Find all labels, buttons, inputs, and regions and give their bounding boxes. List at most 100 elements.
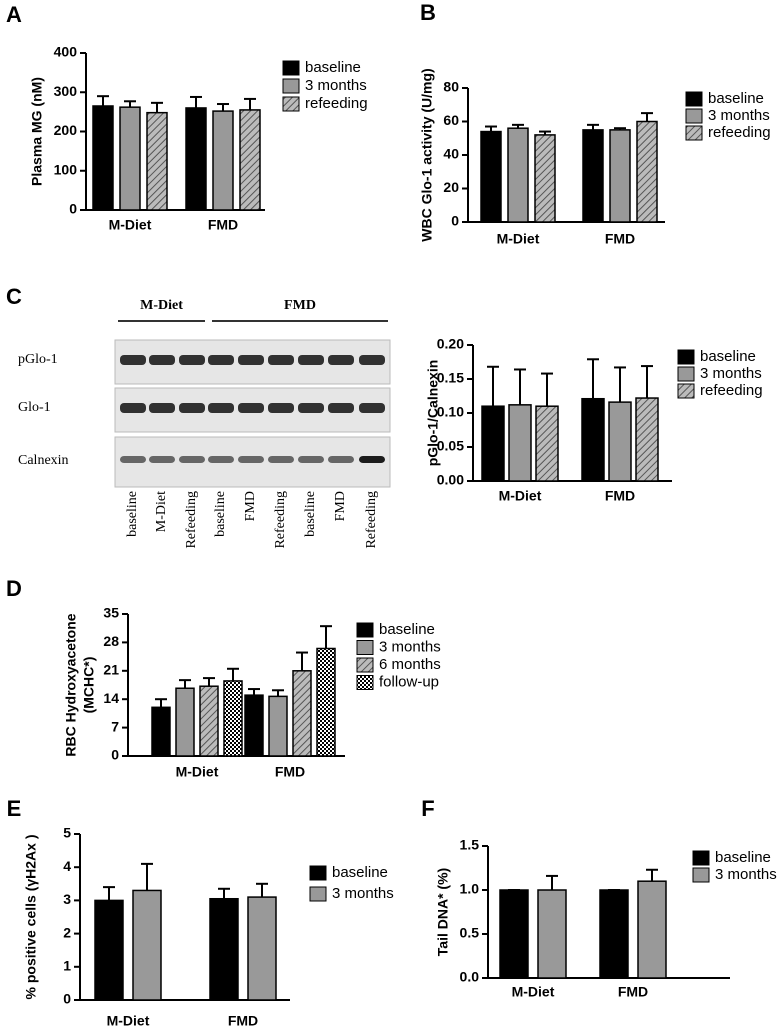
- bar: [581, 397, 605, 482]
- legend-swatch: [685, 125, 703, 141]
- bar: [239, 109, 261, 211]
- legend-label: refeeding: [708, 124, 771, 141]
- blot-band: [149, 355, 175, 365]
- x-tick-label: M-Diet: [499, 488, 542, 504]
- blot-group-label: M-Diet: [140, 298, 183, 313]
- legend-label: baseline: [715, 849, 771, 866]
- y-tick-label: 14: [103, 690, 119, 706]
- legend-label: 3 months: [700, 365, 762, 382]
- blot-band: [120, 456, 146, 463]
- y-axis-label: Plasma MG (nM): [29, 77, 45, 186]
- legend-swatch: [309, 886, 327, 902]
- blot-band: [359, 355, 385, 365]
- bar: [637, 880, 667, 979]
- bar: [480, 130, 502, 223]
- legend-swatch: [692, 867, 710, 883]
- blot-band: [359, 456, 385, 463]
- y-tick-label: 300: [54, 83, 78, 99]
- legend-swatch: [677, 349, 695, 365]
- bar: [635, 397, 659, 482]
- blot-band: [238, 403, 264, 413]
- blot-lane-label: Refeeding: [273, 491, 288, 549]
- y-tick-label: 3: [63, 891, 71, 907]
- y-tick-label: 100: [54, 161, 78, 177]
- y-tick-label: 0.0: [460, 969, 480, 985]
- y-tick-label: 400: [54, 44, 78, 60]
- y-tick-label: 0.10: [437, 404, 464, 420]
- blot-band: [298, 355, 324, 365]
- y-tick-label: 7: [111, 718, 119, 734]
- legend-swatch: [282, 96, 300, 112]
- y-tick-label: 0: [63, 991, 71, 1007]
- bar: [212, 110, 234, 211]
- blot-band: [298, 456, 324, 463]
- blot-lane-label: baseline: [213, 491, 228, 537]
- bar: [199, 685, 219, 757]
- bar: [292, 670, 312, 757]
- bar: [508, 404, 532, 482]
- legend-label: follow-up: [379, 673, 439, 690]
- bar: [582, 129, 604, 223]
- legend-swatch: [309, 865, 327, 881]
- legend-label: baseline: [379, 621, 435, 638]
- bar: [268, 695, 288, 757]
- legend-label: 3 months: [305, 77, 367, 94]
- legend-label: baseline: [708, 90, 764, 107]
- y-tick-label: 0: [451, 213, 459, 229]
- blot-lane-label: M-Diet: [154, 491, 169, 532]
- panel-label: E: [7, 796, 22, 821]
- y-tick-label: 4: [63, 858, 71, 874]
- blot-lane-label: baseline: [125, 491, 140, 537]
- bar: [209, 897, 239, 1001]
- panel-label: D: [6, 576, 22, 601]
- y-tick-label: 1: [63, 958, 71, 974]
- blot-row-label: Calnexin: [18, 453, 69, 468]
- bar: [608, 401, 632, 482]
- y-tick-label: 2: [63, 924, 71, 940]
- legend-label: baseline: [700, 348, 756, 365]
- legend-label: refeeding: [305, 95, 368, 112]
- blot-lane-label: baseline: [303, 491, 318, 537]
- bar: [146, 111, 168, 211]
- bar: [636, 120, 658, 223]
- y-tick-label: 21: [103, 662, 119, 678]
- legend-label: 3 months: [332, 885, 394, 902]
- y-tick-label: 0.15: [437, 370, 464, 386]
- bar: [599, 889, 629, 979]
- legend-label: 3 months: [708, 107, 770, 124]
- legend-label: baseline: [332, 864, 388, 881]
- blot-band: [120, 355, 146, 365]
- y-tick-label: 5: [63, 825, 71, 841]
- blot-band: [120, 403, 146, 413]
- blot-row-label: pGlo-1: [18, 352, 58, 367]
- blot-band: [179, 456, 205, 463]
- bar: [92, 105, 114, 211]
- panel-label: B: [420, 0, 436, 25]
- panel-label: C: [6, 284, 22, 309]
- bar: [94, 899, 124, 1001]
- blot-band: [298, 403, 324, 413]
- bar: [534, 134, 556, 223]
- blot-band: [328, 355, 354, 365]
- y-tick-label: 28: [103, 633, 119, 649]
- bar: [119, 106, 141, 211]
- y-axis-label: WBC Glo-1 activity (U/mg): [419, 68, 435, 241]
- blot-band: [149, 403, 175, 413]
- x-tick-label: M-Diet: [497, 231, 540, 247]
- y-tick-label: 20: [443, 179, 459, 195]
- blot-group-label: FMD: [284, 298, 316, 313]
- x-tick-label: M-Diet: [107, 1013, 150, 1029]
- blot-band: [359, 403, 385, 413]
- blot-row-label: Glo-1: [18, 400, 51, 415]
- bar: [175, 687, 195, 757]
- blot-lane-label: FMD: [333, 491, 348, 521]
- y-tick-label: 80: [443, 79, 459, 95]
- legend-label: 3 months: [715, 866, 777, 883]
- x-tick-label: M-Diet: [512, 984, 555, 1000]
- bar: [499, 889, 529, 979]
- x-tick-label: FMD: [208, 217, 238, 233]
- y-axis-label: pGlo-1/Calnexin: [425, 360, 441, 467]
- blot-band: [208, 456, 234, 463]
- y-tick-label: 60: [443, 112, 459, 128]
- legend-swatch: [356, 675, 374, 690]
